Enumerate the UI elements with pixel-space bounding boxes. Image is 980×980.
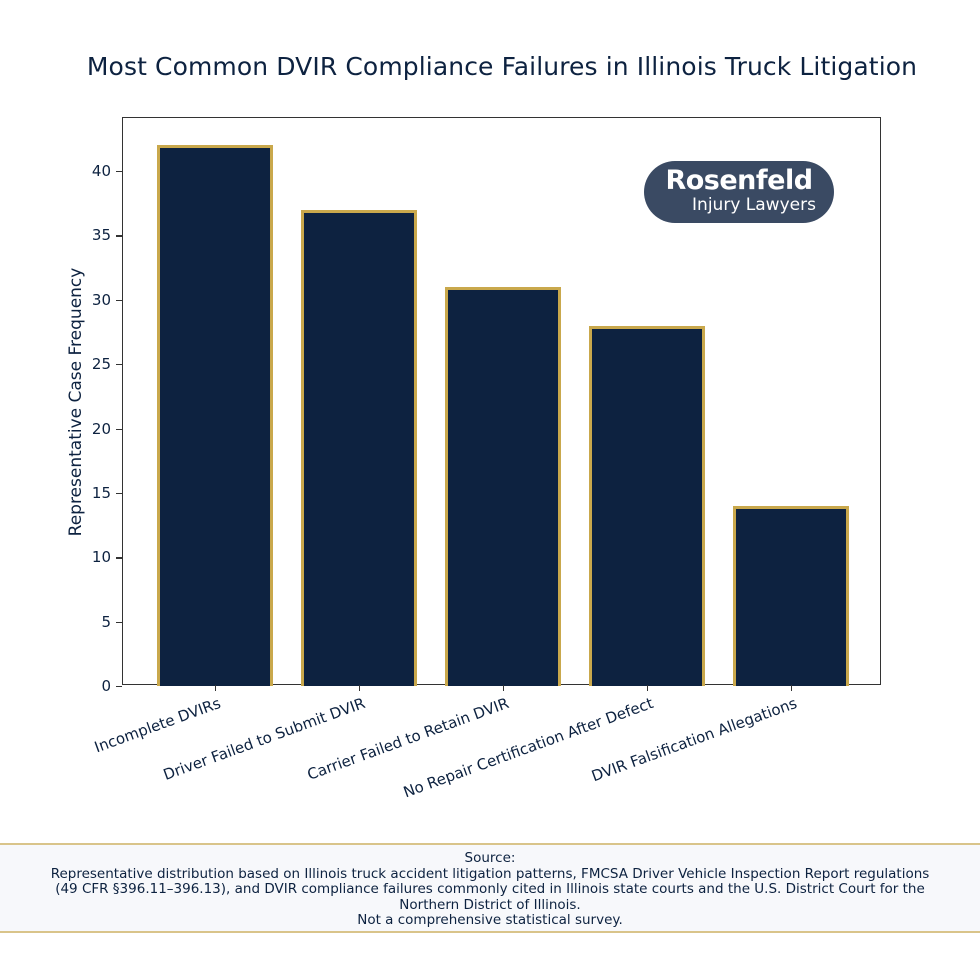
x-tick-label: No Repair Certification After Defect [400,694,656,802]
y-tick-label: 35 [91,226,111,245]
y-tick-label: 20 [91,419,111,438]
y-tick-label: 40 [91,162,111,180]
bar [589,325,705,686]
bar [157,145,273,686]
y-tick [116,364,122,366]
x-tick [503,685,505,691]
x-tick [359,685,361,691]
chart-title: Most Common DVIR Compliance Failures in … [86,52,918,81]
y-tick [116,171,122,173]
x-tick [791,685,793,691]
logo-line1: Rosenfeld [665,165,813,196]
bar [445,286,561,686]
y-tick-label: 10 [91,548,111,567]
rosenfeld-logo: Rosenfeld Injury Lawyers [644,161,834,223]
y-tick [116,299,122,302]
y-tick-label: 30 [91,290,111,309]
x-tick [215,685,217,691]
y-tick-label: 0 [101,677,111,695]
x-tick-label: Incomplete DVIRs [92,694,224,757]
y-tick [116,428,122,430]
bar [733,505,849,686]
bar [301,209,417,686]
x-tick [647,685,649,691]
y-tick [116,492,122,495]
source-note: Source: Representative distribution base… [0,843,980,933]
y-tick-label: 15 [91,483,111,502]
source-line-4: Not a comprehensive statistical survey. [357,912,623,928]
y-tick [116,235,122,237]
y-tick-label: 25 [91,355,111,374]
source-line-1: Representative distribution based on Ill… [50,865,930,882]
source-heading: Source: [464,850,516,866]
plot-area: Rosenfeld Injury Lawyers Incomplete DVIR… [92,117,881,801]
y-tick [116,686,122,688]
source-line-3: Northern District of Illinois. [399,896,581,913]
y-tick [116,621,122,623]
y-tick [116,557,122,559]
logo-line2: Injury Lawyers [692,195,816,215]
y-tick-label: 5 [101,612,111,631]
source-line-2: (49 CFR §396.11–396.13), and DVIR compli… [55,881,925,897]
